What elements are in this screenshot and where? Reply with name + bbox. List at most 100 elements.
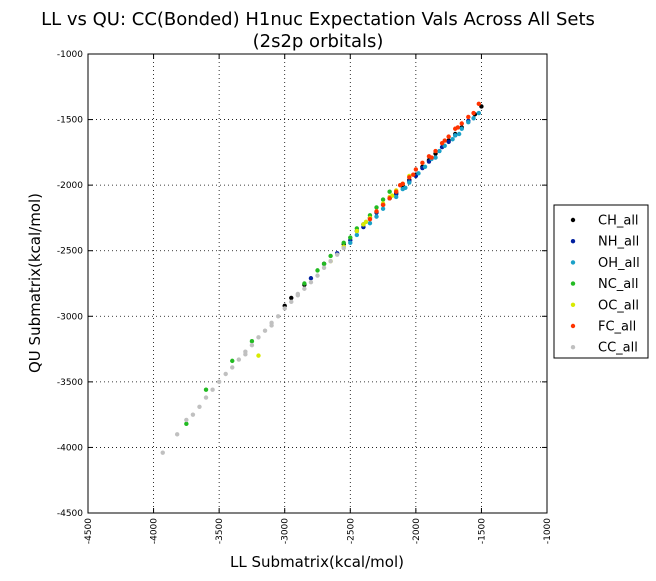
data-point xyxy=(160,450,165,455)
data-point xyxy=(413,167,419,172)
data-point xyxy=(302,281,307,286)
data-point xyxy=(236,357,242,362)
y-tick-label: -1500 xyxy=(57,116,83,126)
data-point xyxy=(243,352,248,357)
data-point xyxy=(174,432,180,437)
axis-ticks: -4500 -4000 -3500 -3000 -2500 -2000 -1500 -1000… xyxy=(57,50,553,544)
data-point xyxy=(341,245,346,251)
data-point xyxy=(223,371,228,377)
data-point xyxy=(328,253,333,259)
y-tick-label: -2000 xyxy=(57,181,83,191)
data-point xyxy=(407,180,412,185)
data-point xyxy=(422,164,428,169)
data-point xyxy=(416,171,421,176)
data-point xyxy=(446,134,451,139)
chart-title: LL vs QU: CC(Bonded) H1nuc Expectation V… xyxy=(41,9,595,30)
data-point xyxy=(315,273,320,278)
series-OH_all xyxy=(348,110,482,246)
data-point xyxy=(446,139,451,145)
data-point xyxy=(429,155,434,160)
data-point xyxy=(184,417,189,423)
data-point xyxy=(190,412,196,417)
data-point xyxy=(321,265,327,270)
legend-marker xyxy=(570,302,576,307)
data-point xyxy=(354,232,360,238)
data-point xyxy=(256,335,261,340)
x-tick-label: -2500 xyxy=(346,518,356,544)
data-point xyxy=(450,137,455,142)
y-tick-label: -1000 xyxy=(57,50,83,60)
data-point xyxy=(380,197,386,202)
data-point xyxy=(216,379,222,385)
x-tick-label: -4500 xyxy=(84,518,94,544)
data-point xyxy=(459,126,464,131)
data-point xyxy=(442,138,447,143)
data-point xyxy=(380,206,386,211)
y-axis-label: QU Submatrix(kcal/mol) xyxy=(26,193,44,373)
data-point xyxy=(203,387,209,392)
data-point xyxy=(459,121,464,126)
legend-label: NH_all xyxy=(598,235,639,250)
y-tick-label: -3500 xyxy=(57,378,83,388)
data-point xyxy=(249,339,255,344)
data-point xyxy=(334,252,340,257)
data-point xyxy=(393,194,399,200)
data-point xyxy=(295,291,301,297)
data-point xyxy=(387,189,392,194)
legend: CH_all NH_all OH_all NC_all OC_all FC_all CC_a… xyxy=(553,204,649,359)
legend-label: OH_all xyxy=(598,256,640,271)
data-point xyxy=(476,101,482,107)
series-OC_all xyxy=(256,173,412,358)
data-point xyxy=(397,182,403,188)
data-point xyxy=(262,328,268,333)
data-point xyxy=(471,116,476,121)
data-point xyxy=(407,175,412,180)
data-point xyxy=(269,323,274,328)
data-point xyxy=(363,219,369,225)
x-tick-label: -3000 xyxy=(281,518,291,544)
data-point xyxy=(420,160,425,166)
chart-subtitle: (2s2p orbitals) xyxy=(253,31,384,52)
data-point xyxy=(466,114,471,120)
legend-label: CH_all xyxy=(598,214,639,229)
x-tick-label: -1000 xyxy=(543,518,553,544)
data-point xyxy=(348,240,353,246)
data-point xyxy=(308,279,314,285)
series-NC_all xyxy=(184,189,392,427)
data-point xyxy=(289,295,294,301)
data-point xyxy=(203,395,209,400)
data-point xyxy=(453,133,458,138)
data-point xyxy=(184,421,189,427)
data-point xyxy=(380,202,386,208)
data-point xyxy=(328,259,333,264)
x-tick-label: -1500 xyxy=(477,518,487,544)
legend-label: OC_all xyxy=(598,298,639,313)
data-point xyxy=(282,306,287,311)
data-point xyxy=(289,299,294,305)
data-point xyxy=(308,276,314,281)
y-tick-label: -4500 xyxy=(57,509,83,519)
data-point xyxy=(456,131,462,137)
data-point xyxy=(411,172,416,177)
grid xyxy=(88,54,547,513)
legend-marker xyxy=(570,323,576,329)
plot-frame xyxy=(87,53,548,514)
data-point xyxy=(393,189,399,194)
data-point xyxy=(341,240,346,246)
data-point xyxy=(437,148,442,154)
data-point xyxy=(374,205,379,210)
y-tick-label: -2500 xyxy=(57,247,83,257)
data-point xyxy=(466,119,471,125)
x-tick-label: -3500 xyxy=(215,518,225,544)
legend-marker xyxy=(570,281,576,286)
x-tick-label: -4000 xyxy=(150,518,160,544)
series-FC_all xyxy=(367,101,482,222)
data-point xyxy=(354,228,360,234)
data-point xyxy=(455,125,461,130)
data-point xyxy=(374,214,379,219)
legend-label: FC_all xyxy=(598,320,636,335)
data-point xyxy=(348,235,353,240)
legend-label: CC_all xyxy=(598,341,638,356)
legend-marker xyxy=(570,239,576,244)
